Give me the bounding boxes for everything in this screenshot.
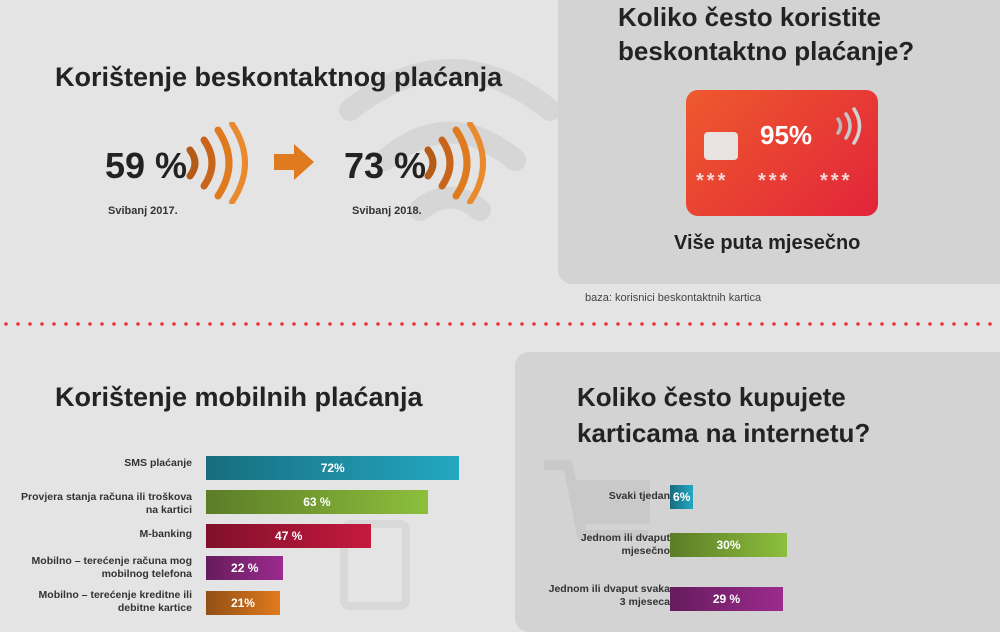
payment-card: 95% *** *** ***	[686, 90, 878, 216]
mobile-bar-value: 21%	[230, 596, 255, 610]
online-title-line2: karticama na internetu?	[577, 418, 871, 448]
online-bar: 6%	[670, 485, 694, 509]
contactless-card-icon	[836, 107, 862, 145]
frequency-title-line2: beskontaktno plaćanje?	[618, 36, 915, 66]
mobile-bar-label: M-banking	[139, 528, 193, 540]
mobile-bar-label: Provjera stanja računa ili troškova na k…	[21, 491, 192, 516]
mobile-bar-value: 22 %	[231, 561, 259, 575]
mobile-bar: 47 %	[206, 524, 372, 548]
contactless-label-2018: Svibanj 2018.	[352, 205, 422, 217]
mobile-bar: 21%	[206, 591, 280, 615]
wifi-watermark-icon	[339, 59, 561, 221]
online-chart: Svaki tjedan Jednom ili dvaput mjesečno …	[520, 480, 1000, 611]
online-bar-value: 30%	[716, 538, 741, 552]
contactless-waves-2017-icon	[186, 122, 248, 204]
contactless-value-2017: 59 %	[105, 145, 188, 186]
contactless-title: Korištenje beskontaktnog plaćanja	[55, 62, 503, 92]
online-bar: 30%	[670, 533, 787, 557]
mobile-bar: 63 %	[206, 490, 428, 514]
online-bar-label: Svaki tjedan	[608, 490, 670, 502]
card-stars-1: ***	[696, 170, 729, 192]
card-stars-2: ***	[758, 170, 791, 192]
mobile-chart: SMS plaćanje Provjera stanja računa ili …	[0, 450, 500, 615]
mobile-bar-label: Mobilno – terećenje kreditne ili debitne…	[38, 589, 192, 614]
contactless-value-2018: 73 %	[344, 145, 427, 186]
mobile-chart-title: Korištenje mobilnih plaćanja	[55, 382, 423, 412]
dotted-divider	[0, 322, 1000, 326]
mobile-bar: 72%	[206, 456, 460, 480]
online-bar: 29 %	[670, 587, 784, 611]
contactless-label-2017: Svibanj 2017.	[108, 205, 178, 217]
card-stars-3: ***	[820, 170, 853, 192]
mobile-bar-value: 72%	[320, 461, 345, 475]
online-title-line1: Koliko često kupujete	[577, 382, 846, 412]
mobile-bar-value: 63 %	[303, 495, 331, 509]
frequency-title-line1: Koliko često koristite	[618, 2, 881, 32]
mobile-bar-label: SMS plaćanje	[124, 457, 192, 469]
mobile-bar-value: 47 %	[275, 529, 303, 543]
mobile-bar: 22 %	[206, 556, 284, 580]
mobile-bar-label: Mobilno – terećenje računa mog mobilnog …	[31, 555, 192, 580]
online-bar-value: 29 %	[712, 592, 741, 606]
online-bar-label: Jednom ili dvaput svaka 3 mjeseca	[548, 583, 670, 608]
frequency-caption: Više puta mjesečno	[674, 232, 861, 254]
base-note: baza: korisnici beskontaktnih kartica	[585, 292, 762, 304]
arrow-right-icon	[274, 144, 314, 180]
card-chip-icon	[704, 132, 738, 160]
phone-watermark-icon	[340, 520, 410, 610]
online-bar-value: 6%	[673, 490, 691, 504]
contactless-waves-2018-icon	[424, 122, 486, 204]
card-value: 95%	[760, 120, 813, 150]
online-bar-label: Jednom ili dvaput mjesečno	[580, 532, 670, 557]
cart-watermark-icon	[544, 460, 650, 540]
